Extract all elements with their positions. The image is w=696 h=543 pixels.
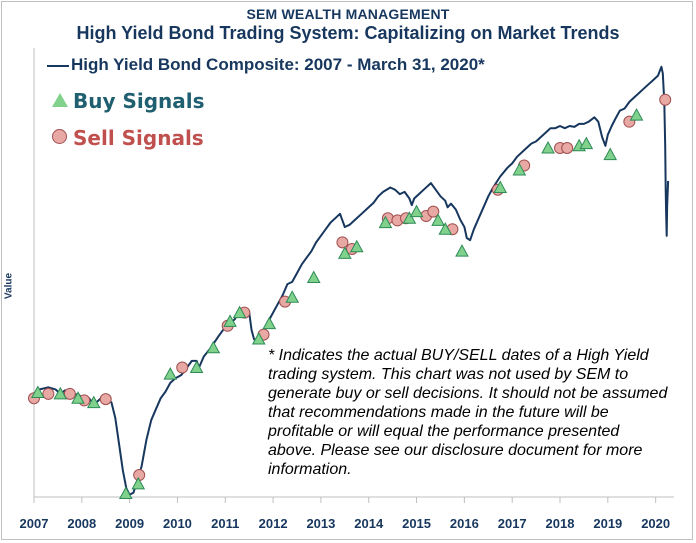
buy-signal-25 bbox=[541, 140, 555, 154]
series-line-0 bbox=[33, 65, 670, 496]
x-tick-label-2015: 2015 bbox=[402, 516, 431, 531]
sell-circle-icon bbox=[52, 129, 67, 144]
company-name: SEM WEALTH MANAGEMENT bbox=[246, 6, 450, 22]
buy-signal-3 bbox=[86, 395, 101, 409]
sell-signal-17 bbox=[427, 205, 440, 218]
buy-signal-16 bbox=[349, 239, 364, 253]
x-tick-label-2010: 2010 bbox=[163, 516, 192, 531]
x-tick-label-2014: 2014 bbox=[354, 516, 384, 531]
buy-signal-13 bbox=[285, 290, 300, 303]
sell-signal-24 bbox=[659, 93, 672, 106]
x-tick-label-2017: 2017 bbox=[498, 516, 527, 531]
buy-signal-28 bbox=[603, 147, 618, 161]
buy-signal-21 bbox=[438, 222, 453, 235]
buy-signal-23 bbox=[493, 180, 508, 194]
x-tick-label-2013: 2013 bbox=[306, 516, 335, 531]
x-tick-label-2009: 2009 bbox=[115, 516, 144, 531]
legend-buy-label: Buy Signals bbox=[73, 89, 205, 113]
legend-series-label: High Yield Bond Composite: 2007 - March … bbox=[71, 55, 485, 74]
legend-sell-label: Sell Signals bbox=[73, 126, 204, 150]
x-tick-label-2019: 2019 bbox=[593, 516, 622, 531]
buy-signal-24 bbox=[512, 162, 527, 176]
x-tick-label-2018: 2018 bbox=[546, 516, 575, 531]
sell-signal-11 bbox=[336, 236, 349, 249]
sell-signal-6 bbox=[176, 361, 189, 374]
x-tick-label-2008: 2008 bbox=[67, 516, 96, 531]
buy-signal-22 bbox=[455, 244, 469, 257]
sell-signal-22 bbox=[561, 141, 574, 154]
buy-signal-2 bbox=[71, 391, 85, 404]
sell-signal-1 bbox=[42, 387, 55, 400]
buy-signal-17 bbox=[378, 215, 393, 229]
buy-signal-29 bbox=[629, 108, 644, 121]
buy-signal-7 bbox=[189, 360, 204, 373]
buy-signal-0 bbox=[30, 385, 45, 399]
buy-signal-8 bbox=[206, 340, 221, 354]
buy-signal-11 bbox=[251, 331, 266, 345]
x-tick-label-2007: 2007 bbox=[20, 516, 49, 531]
buy-triangle-icon bbox=[52, 93, 68, 107]
x-tick-label-2016: 2016 bbox=[450, 516, 479, 531]
buy-signal-14 bbox=[306, 270, 321, 283]
buy-signal-6 bbox=[163, 367, 178, 380]
buy-signal-12 bbox=[262, 316, 277, 330]
x-tick-label-2020: 2020 bbox=[641, 516, 670, 531]
legend-buy: Buy Signals bbox=[52, 89, 205, 113]
chart-title: High Yield Bond Trading System: Capitali… bbox=[76, 23, 620, 43]
buy-signal-27 bbox=[579, 136, 594, 150]
buy-signal-9 bbox=[223, 314, 237, 327]
buy-signal-5 bbox=[131, 476, 146, 490]
legend-series: High Yield Bond Composite: 2007 - March … bbox=[47, 55, 485, 75]
buy-signal-20 bbox=[431, 213, 445, 226]
x-tick-label-2012: 2012 bbox=[259, 516, 288, 531]
buy-signal-19 bbox=[409, 204, 424, 218]
legend-sell: Sell Signals bbox=[52, 126, 204, 150]
buy-signal-4 bbox=[118, 486, 133, 499]
buy-signal-10 bbox=[232, 305, 247, 319]
buy-signal-1 bbox=[53, 386, 68, 400]
x-tick-label-2011: 2011 bbox=[211, 516, 239, 531]
legend-line-swatch bbox=[47, 64, 69, 67]
buy-signal-18 bbox=[402, 211, 417, 224]
sell-signal-4 bbox=[99, 393, 112, 406]
sell-signal-2 bbox=[63, 387, 76, 400]
buy-signal-15 bbox=[337, 246, 352, 259]
disclaimer-note: * Indicates the actual BUY/SELL dates of… bbox=[268, 347, 668, 478]
